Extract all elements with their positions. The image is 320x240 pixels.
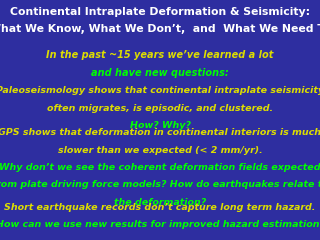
Text: Continental Intraplate Deformation & Seismicity:: Continental Intraplate Deformation & Sei… <box>10 7 310 17</box>
Text: What We Know, What We Don’t,  and  What We Need To: What We Know, What We Don’t, and What We… <box>0 24 320 35</box>
Text: Why don’t we see the coherent deformation fields expected: Why don’t we see the coherent deformatio… <box>0 163 320 172</box>
Text: the deformation?: the deformation? <box>114 198 206 206</box>
Text: from plate driving force models? How do earthquakes relate to: from plate driving force models? How do … <box>0 180 320 189</box>
Text: often migrates, is episodic, and clustered.: often migrates, is episodic, and cluster… <box>47 104 273 113</box>
Text: How can we use new results for improved hazard estimation?: How can we use new results for improved … <box>0 220 320 229</box>
Text: and have new questions:: and have new questions: <box>91 68 229 78</box>
Text: GPS shows that deformation in continental interiors is much: GPS shows that deformation in continenta… <box>0 128 320 137</box>
Text: slower than we expected (< 2 mm/yr).: slower than we expected (< 2 mm/yr). <box>58 146 262 155</box>
Text: In the past ~15 years we’ve learned a lot: In the past ~15 years we’ve learned a lo… <box>46 50 274 60</box>
Text: Short earthquake records don’t capture long term hazard.: Short earthquake records don’t capture l… <box>4 203 316 212</box>
Text: How? Why?: How? Why? <box>130 121 190 130</box>
Text: Paleoseismology shows that continental intraplate seismicity: Paleoseismology shows that continental i… <box>0 86 320 96</box>
